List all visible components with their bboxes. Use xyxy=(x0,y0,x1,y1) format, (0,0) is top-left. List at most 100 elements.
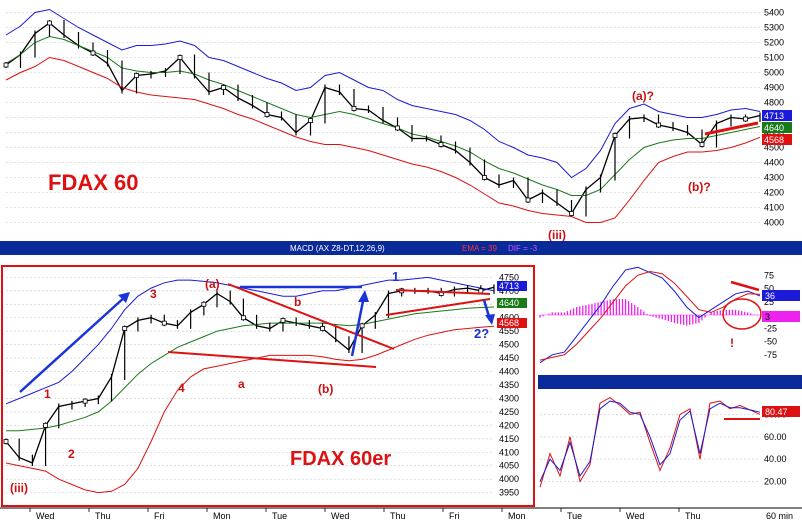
inset-series-group xyxy=(3,276,495,494)
date-axis-label: Wed xyxy=(331,511,349,521)
inset-gridlines xyxy=(6,277,494,493)
inset-y-tick: 4200 xyxy=(499,420,519,430)
inset-wedge-upper xyxy=(395,289,491,295)
inset-tag-lower-label: 4568 xyxy=(499,318,519,328)
macd-macd-line-1 xyxy=(539,270,761,361)
inset-y-tick: 4000 xyxy=(499,474,519,484)
inset-lower-band-line xyxy=(5,325,495,494)
inset-blue-arrowhead-1 xyxy=(118,292,130,303)
inset-y-tick: 4050 xyxy=(499,461,519,471)
inset-price-candle xyxy=(43,422,48,428)
date-axis-label: Wed xyxy=(36,511,54,521)
inset-blue-arrowhead-2 xyxy=(358,290,369,302)
date-axis-label: Mon xyxy=(508,511,526,521)
top-y-tick: 4400 xyxy=(764,158,784,168)
date-axis-label: Mon xyxy=(213,511,231,521)
inset-label-1: 1 xyxy=(44,387,51,401)
top-price-candle xyxy=(525,197,531,203)
top-price-candle xyxy=(438,142,444,147)
top-chart-title: FDAX 60 xyxy=(48,170,138,195)
inset-price-candle xyxy=(241,315,246,321)
top-upper-band-line xyxy=(5,8,761,179)
stoch-stoch-line-1 xyxy=(539,400,761,482)
inset-y-tick: 4400 xyxy=(499,367,519,377)
inset-price-candle xyxy=(359,323,365,329)
top-tag-mid-label: 4640 xyxy=(764,123,784,133)
inset-label-blue-2q: 2? xyxy=(474,326,489,341)
inset-y-tick: 4100 xyxy=(499,447,519,457)
macd-y-tick: 75 xyxy=(764,270,774,280)
top-price-panel: 5400530052005100500049004800470046004500… xyxy=(0,0,802,242)
inset-tag-mid-label: 4640 xyxy=(499,298,519,308)
top-price-candle xyxy=(308,118,313,123)
inset-y-tick: 3950 xyxy=(499,488,519,498)
inset-y-tick: 4500 xyxy=(499,340,519,350)
annotation-a-question: (a)? xyxy=(632,89,654,103)
top-price-candle xyxy=(569,211,574,216)
date-axis-label: Tue xyxy=(567,511,582,521)
date-axis-label: Wed xyxy=(626,511,644,521)
inset-chart-title: FDAX 60er xyxy=(290,448,391,470)
macd-y-tick: 50 xyxy=(764,284,774,294)
inset-price-candle xyxy=(3,439,9,444)
macd-tag-blue-label: 36 xyxy=(765,291,775,301)
inset-y-tick: 4350 xyxy=(499,380,519,390)
top-series-group xyxy=(3,8,761,223)
top-price-candle xyxy=(699,142,705,147)
inset-tag-mid xyxy=(497,298,527,308)
inset-y-tick: 4450 xyxy=(499,353,519,363)
date-axis-label: Thu xyxy=(685,511,701,521)
macd-panel: 7550250-25-50-75 36 3 ! xyxy=(539,266,800,364)
top-price-candle xyxy=(3,62,9,68)
macd-y-tick: -75 xyxy=(764,350,777,360)
inset-y-tick: 4250 xyxy=(499,407,519,417)
inset-blue-arrow-1 xyxy=(19,295,127,393)
top-price-candle xyxy=(482,175,487,180)
top-price-candle xyxy=(134,73,139,78)
macd-header-bar xyxy=(0,241,802,255)
inset-blue-arrow-2 xyxy=(350,295,366,357)
inset-price-candle xyxy=(82,398,88,404)
top-price-candle xyxy=(47,20,52,26)
inset-blue-arrowhead-3 xyxy=(485,314,495,325)
macd-header-ema: EMA = 39 xyxy=(462,244,497,253)
stoch-stoch-line-0 xyxy=(539,397,761,488)
top-gridlines xyxy=(6,12,760,223)
inset-label-3: 3 xyxy=(150,287,157,301)
top-price-candle xyxy=(612,133,618,138)
date-axis: Wed Thu Fri Mon Tue Wed Thu Fri Mon Tue Wed Thu 60 m… xyxy=(0,507,802,521)
macd-exclaim: ! xyxy=(730,336,734,350)
inset-price-candle xyxy=(478,288,484,294)
top-y-tick: 5100 xyxy=(764,53,784,63)
macd-red-slash xyxy=(730,280,760,292)
top-price-candle xyxy=(656,122,661,128)
date-axis-label: Fri xyxy=(154,511,165,521)
top-lower-band-line xyxy=(5,56,761,223)
inset-y-tick: 4750 xyxy=(499,272,519,282)
macd-tag-magenta-label: 3 xyxy=(765,312,770,322)
top-tag-upper xyxy=(762,110,792,121)
macd-tag-magenta xyxy=(762,311,800,322)
macd-y-tick: -50 xyxy=(764,337,777,347)
inset-price-candle xyxy=(161,320,167,326)
macd-y-tick: 25 xyxy=(764,297,774,307)
top-price-candle xyxy=(221,85,226,90)
top-y-tick: 5300 xyxy=(764,23,784,33)
top-red-trendline xyxy=(704,121,759,136)
top-y-tick: 5200 xyxy=(764,38,784,48)
top-price-candle xyxy=(743,116,748,122)
stoch-tag xyxy=(762,406,800,417)
annotation-b-question: (b)? xyxy=(688,180,711,194)
inset-label-iii: (iii) xyxy=(10,481,28,495)
date-axis-label: Thu xyxy=(390,511,406,521)
top-y-tick: 4100 xyxy=(764,203,784,213)
top-y-tick: 4800 xyxy=(764,98,784,108)
inset-mid-band-line xyxy=(6,306,495,432)
macd-macd-line-0 xyxy=(539,266,761,364)
inset-label-a: a xyxy=(238,377,245,391)
macd-header-dif: DIF = -3 xyxy=(508,244,538,253)
inset-tag-upper xyxy=(497,281,527,291)
date-axis-label: Tue xyxy=(272,511,287,521)
